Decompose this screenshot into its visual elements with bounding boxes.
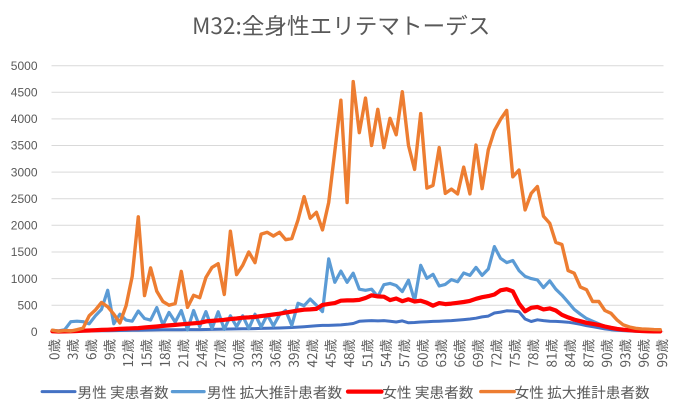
svg-text:2000: 2000 — [11, 219, 38, 233]
svg-text:2500: 2500 — [11, 192, 38, 206]
svg-text:5000: 5000 — [11, 59, 38, 73]
svg-text:500: 500 — [17, 298, 37, 312]
svg-text:3500: 3500 — [11, 139, 38, 153]
svg-text:1500: 1500 — [11, 245, 38, 259]
svg-text:4000: 4000 — [11, 112, 38, 126]
svg-text:4500: 4500 — [11, 86, 38, 100]
svg-text:3000: 3000 — [11, 165, 38, 179]
svg-text:1000: 1000 — [11, 272, 38, 286]
svg-text:0: 0 — [31, 325, 38, 339]
